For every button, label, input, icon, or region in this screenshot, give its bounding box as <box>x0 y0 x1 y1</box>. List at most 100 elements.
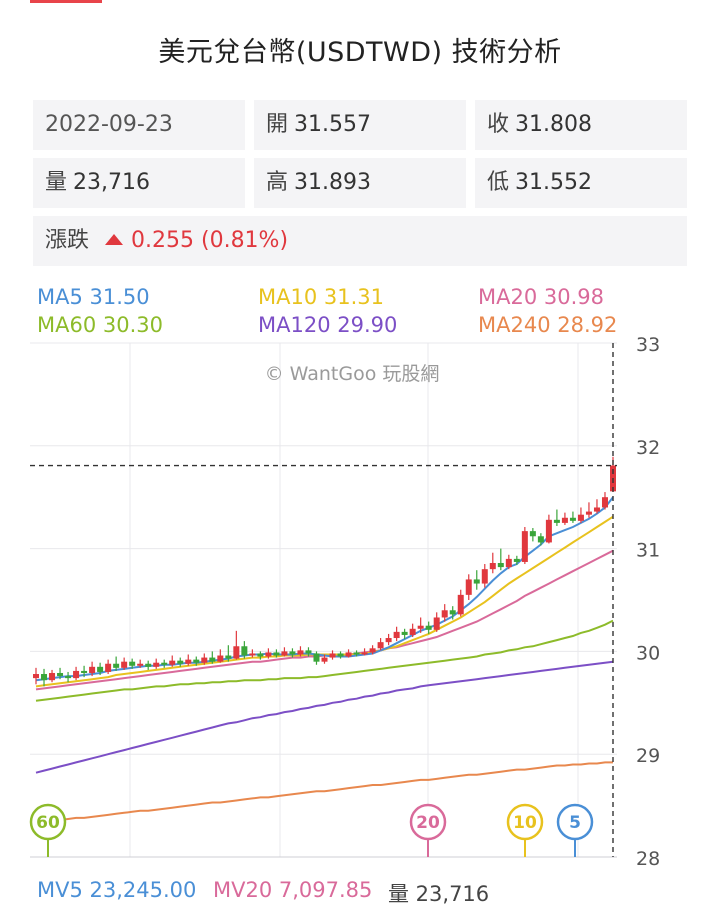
candle-body <box>417 625 424 629</box>
candle <box>425 621 432 634</box>
candle <box>137 659 144 668</box>
candle <box>441 604 448 622</box>
change-label: 漲跌 <box>45 228 90 253</box>
candle <box>417 617 424 633</box>
candle <box>89 661 96 677</box>
candle <box>225 645 232 662</box>
mv5-legend: MV5 23,245.00 <box>37 878 197 902</box>
quote-change: 漲跌 0.255 (0.81%) <box>33 216 687 266</box>
candle-body <box>585 511 592 515</box>
high-value: 31.893 <box>294 170 371 195</box>
candle-body <box>273 652 280 656</box>
candle-body <box>65 676 72 679</box>
candle-body <box>537 536 544 543</box>
candle-body <box>89 666 96 673</box>
candle <box>361 648 368 656</box>
badge-label: 5 <box>569 813 581 833</box>
candlestick-chart[interactable]: © WantGoo 玩股網 33 32 31 30 29 28 60 20 10 5 <box>0 330 720 870</box>
candle-body <box>281 651 288 656</box>
watermark-text: © WantGoo 玩股網 <box>265 363 440 385</box>
y-tick-label: 30 <box>636 642 660 664</box>
candle <box>353 650 360 657</box>
candle <box>193 656 200 666</box>
candle <box>585 502 592 518</box>
candle <box>465 574 472 600</box>
candle-body <box>129 661 136 666</box>
candle-body <box>153 662 160 667</box>
y-axis: 33 32 31 30 29 28 <box>636 334 660 870</box>
candle-body <box>473 579 480 584</box>
candle-body <box>329 653 336 658</box>
candle <box>409 623 416 638</box>
ma20-badge: 20 <box>409 803 447 857</box>
candle-body <box>201 657 208 663</box>
candle-body <box>561 517 568 523</box>
high-label: 高 <box>266 170 289 195</box>
ma240-line <box>35 761 613 825</box>
quote-open: 開 31.557 <box>254 100 466 150</box>
candle <box>169 655 176 667</box>
candle <box>65 671 72 683</box>
candle <box>449 606 456 620</box>
candle-body <box>249 653 256 656</box>
candle <box>385 633 392 646</box>
candle <box>145 660 152 670</box>
candle <box>337 651 344 659</box>
candle-body <box>361 652 368 655</box>
candle-body <box>169 660 176 665</box>
badge-circle <box>506 803 544 841</box>
candle <box>209 651 216 664</box>
ma60-badge: 60 <box>29 803 67 857</box>
candle-body <box>217 655 224 662</box>
candle <box>273 649 280 658</box>
candle <box>113 656 120 671</box>
candle <box>81 665 88 678</box>
volume-legend: 量 23,716 <box>388 882 490 906</box>
badge-circle <box>556 803 594 841</box>
candle <box>577 507 584 523</box>
candle <box>153 658 160 669</box>
candle <box>241 641 248 659</box>
crosshair <box>30 343 617 857</box>
candle <box>497 548 504 571</box>
candle <box>177 657 184 667</box>
candle-body <box>113 663 120 668</box>
candle <box>329 650 336 660</box>
ma20-legend: MA20 30.98 <box>478 285 604 309</box>
ma60-line <box>35 619 614 702</box>
candle-body <box>73 670 80 679</box>
candle <box>369 645 376 655</box>
candle <box>401 628 408 640</box>
candle-body <box>481 569 488 584</box>
candle <box>73 666 80 681</box>
candle <box>289 648 296 658</box>
y-tick-label: 31 <box>636 540 660 562</box>
candle-body <box>457 594 464 615</box>
candle-body <box>289 651 296 655</box>
candle-body <box>553 519 560 523</box>
candle-body <box>353 652 360 655</box>
candle <box>505 554 512 570</box>
candle <box>473 570 480 590</box>
candle-body <box>377 642 384 649</box>
candle-body <box>449 610 456 615</box>
candle <box>457 589 464 617</box>
ma5-legend: MA5 31.50 <box>37 285 150 309</box>
candle <box>185 654 192 666</box>
low-value: 31.552 <box>515 170 592 195</box>
ma-badges: 60 20 10 5 <box>29 803 594 857</box>
candle-body <box>569 517 576 521</box>
ma120-legend: MA120 29.90 <box>258 313 398 337</box>
candle-body <box>425 625 432 630</box>
candle <box>601 492 608 510</box>
badge-circle <box>29 803 67 841</box>
badge-circle <box>409 803 447 841</box>
candle <box>513 555 520 566</box>
candle <box>305 647 312 657</box>
candle-body <box>49 672 56 681</box>
candle <box>345 649 352 658</box>
top-accent-bar <box>30 0 102 3</box>
candle-body <box>241 646 248 656</box>
candle-body <box>505 558 512 568</box>
badge-label: 10 <box>513 813 537 833</box>
